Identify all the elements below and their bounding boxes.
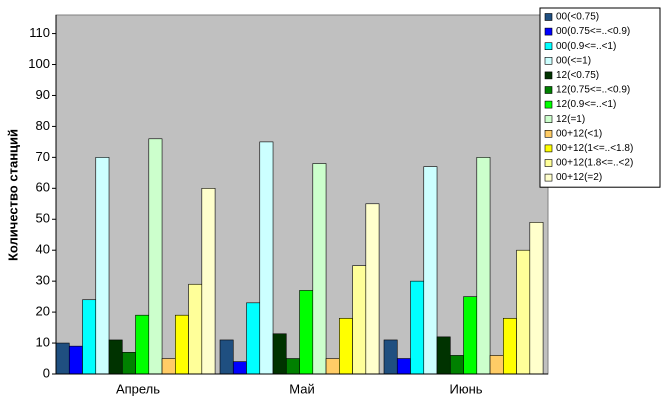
- y-tick-label: 50: [36, 211, 50, 226]
- legend-label: 12(0.9<=..<1): [556, 99, 616, 110]
- bar: [352, 265, 367, 375]
- x-tick-label: Июнь: [449, 381, 482, 396]
- y-tick-label: 110: [29, 25, 50, 40]
- legend-label: 12(<0.75): [556, 70, 599, 81]
- legend-swatch: [544, 159, 553, 167]
- bar: [365, 203, 380, 375]
- bar: [188, 283, 203, 375]
- y-axis-label: Количество станций: [5, 129, 20, 261]
- bar: [299, 290, 314, 375]
- bar: [175, 314, 189, 375]
- legend-label: 12(0.75<=..<0.9): [556, 85, 630, 96]
- y-tick-label: 20: [36, 304, 50, 319]
- legend-label: 12(=1): [556, 114, 585, 125]
- bar: [396, 358, 411, 375]
- bar: [272, 333, 287, 375]
- bar: [108, 339, 123, 375]
- legend-swatch: [544, 100, 553, 109]
- bar: [219, 339, 234, 375]
- bar: [312, 163, 327, 375]
- bar: [449, 355, 464, 375]
- bar: [503, 317, 517, 375]
- bar: [201, 188, 216, 375]
- bar: [516, 249, 531, 375]
- legend-label: 00+12(=2): [556, 172, 602, 183]
- bar: [148, 138, 163, 375]
- legend-label: 00(<=1): [556, 55, 591, 66]
- legend-swatch: [544, 56, 553, 65]
- legend-label: 00+12(1.8<=..<2): [556, 158, 633, 169]
- bar: [246, 302, 261, 375]
- bar: [82, 299, 97, 375]
- y-tick-label: 60: [36, 180, 50, 195]
- bar: [259, 141, 274, 375]
- bar: [232, 361, 247, 375]
- legend-label: 00+12(<1): [556, 128, 602, 139]
- legend-label: 00+12(1<=..<1.8): [556, 143, 633, 154]
- bar: [476, 157, 491, 375]
- y-tick-label: 40: [36, 242, 50, 257]
- bar: [489, 355, 504, 375]
- bar: [463, 296, 478, 375]
- bar: [339, 317, 353, 375]
- legend-swatch: [544, 13, 553, 21]
- y-tick-label: 10: [36, 334, 50, 349]
- x-tick-label: Май: [289, 381, 314, 396]
- legend-swatch: [544, 71, 553, 80]
- bar: [161, 358, 176, 375]
- bar: [68, 345, 83, 375]
- bar: [95, 157, 110, 375]
- y-tick-label: 90: [36, 87, 50, 102]
- legend-swatch: [544, 115, 553, 123]
- bar: [529, 222, 544, 375]
- bar: [410, 280, 425, 375]
- bar: [121, 352, 136, 375]
- y-tick-label: 70: [36, 149, 50, 164]
- x-tick-label: Апрель: [116, 381, 160, 396]
- y-tick-label: 80: [36, 118, 50, 133]
- legend-label: 00(0.9<=..<1): [556, 41, 616, 52]
- legend-swatch: [544, 173, 553, 182]
- legend-swatch: [544, 130, 553, 138]
- y-tick-label: 0: [43, 365, 50, 380]
- bar: [285, 358, 300, 375]
- bar: [436, 336, 451, 375]
- bar: [55, 342, 70, 375]
- bar: [423, 166, 438, 375]
- legend-box: [539, 7, 661, 188]
- y-tick-label: 100: [28, 56, 50, 71]
- legend-label: 00(<0.75): [556, 12, 599, 23]
- bar: [383, 339, 398, 375]
- bar: [135, 314, 150, 375]
- legend-swatch: [544, 42, 553, 51]
- y-tick-label: 30: [36, 273, 50, 288]
- legend-swatch: [544, 27, 553, 36]
- legend-swatch: [544, 86, 553, 94]
- legend-swatch: [544, 144, 553, 153]
- legend: 00(<0.75) 00(0.75<=..<0.9) 00(0.9<=..<1) 00…: [539, 7, 661, 188]
- legend-label: 00(0.75<=..<0.9): [556, 26, 630, 37]
- bar: [325, 358, 340, 375]
